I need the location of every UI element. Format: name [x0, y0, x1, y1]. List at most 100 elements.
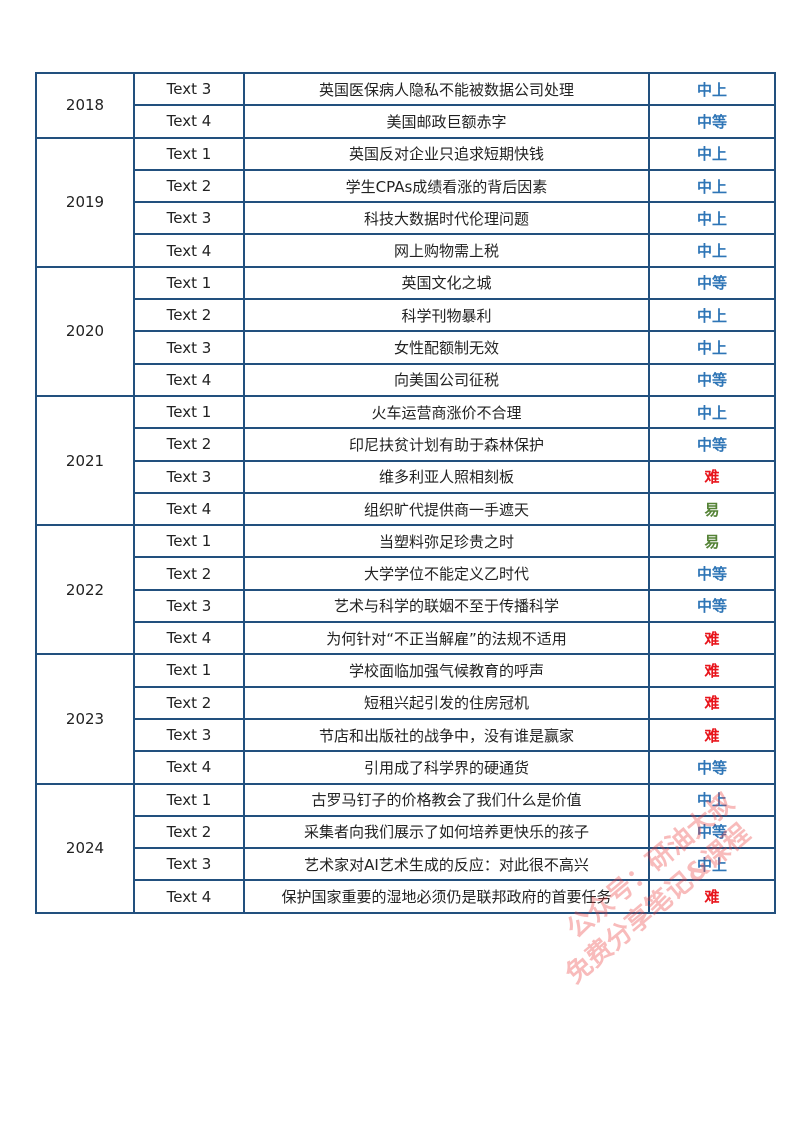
text-cell: Text 1: [133, 394, 245, 430]
title-cell: 科学刊物暴利: [243, 298, 650, 333]
difficulty-cell: 难: [648, 685, 776, 720]
table-row: 2018 Text 3 英国医保病人隐私不能被数据公司处理 中上: [35, 71, 776, 139]
year-cell: 2019: [35, 136, 135, 268]
title-cell: 英国医保病人隐私不能被数据公司处理: [243, 71, 650, 107]
text-cell: Text 3: [133, 201, 245, 236]
title-cell: 网上购物需上税: [243, 233, 650, 268]
text-cell: Text 2: [133, 685, 245, 720]
title-cell: 采集者向我们展示了如何培养更快乐的孩子: [243, 814, 650, 850]
year-cell: 2020: [35, 265, 135, 397]
text-cell: Text 4: [133, 233, 245, 268]
difficulty-cell: 易: [648, 524, 776, 559]
table-row: Text 2 学生CPAs成绩看涨的背后因素 中上: [36, 168, 776, 204]
title-cell: 美国邮政巨额赤字: [243, 104, 650, 139]
table-row: 2022 Text 1 当塑料弥足珍贵之时易: [35, 524, 776, 656]
difficulty-cell: 中上: [648, 201, 776, 236]
text-cell: Text 4: [133, 879, 245, 914]
text-cell: Text 3: [133, 330, 245, 365]
text-cell: Text 3: [133, 459, 245, 494]
difficulty-cell: 中等: [648, 588, 776, 624]
text-cell: Text 4: [133, 491, 245, 527]
text-cell: Text 1: [133, 782, 245, 817]
difficulty-cell: 中上: [648, 298, 776, 333]
table-row: Text 3 维多利亚人照相刻板难: [36, 459, 776, 494]
table-row: Text 3 艺术与科学的联姻不至于传播科学 中等: [36, 588, 776, 624]
difficulty-cell: 易: [648, 491, 776, 527]
text-cell: Text 1: [133, 136, 245, 171]
difficulty-cell: 难: [648, 653, 776, 688]
difficulty-cell: 中上: [648, 330, 776, 365]
text-cell: Text 3: [133, 71, 245, 107]
text-cell: Text 3: [133, 847, 245, 882]
table-row: 2024 Text 1 古罗马钉子的价格教会了我们什么是价值 中上: [35, 782, 776, 914]
title-cell: 大学学位不能定义乙时代: [243, 556, 650, 591]
table-row: 2023 Text 1 学校面临加强气候教育的呼声难: [35, 653, 776, 785]
difficulty-cell: 中等: [648, 750, 776, 785]
title-cell: 向美国公司征税: [243, 362, 650, 397]
table-row: Text 3 节店和出版社的战争中，没有谁是赢家难: [36, 717, 776, 753]
title-cell: 英国文化之城: [243, 265, 650, 301]
title-cell: 保护国家重要的湿地必须仍是联邦政府的首要任务: [243, 879, 650, 914]
difficulty-cell: 难: [648, 879, 776, 914]
title-cell: 艺术家对AI艺术生成的反应：对此很不高兴: [243, 847, 650, 882]
table-row: 2020 Text 1 英国文化之城 中等: [35, 265, 776, 397]
title-cell: 女性配额制无效: [243, 330, 650, 365]
table-row: Text 2 印尼扶贫计划有助于森林保护 中等: [36, 427, 776, 462]
text-cell: Text 3: [133, 588, 245, 624]
title-cell: 组织旷代提供商一手遮天: [243, 491, 650, 527]
year-cell: 2023: [35, 653, 135, 785]
text-cell: Text 4: [133, 104, 245, 139]
text-cell: Text 2: [133, 814, 245, 850]
difficulty-cell: 中上: [648, 168, 776, 204]
table-row: Text 3 女性配额制无效 中上: [36, 330, 776, 365]
title-cell: 学生CPAs成绩看涨的背后因素: [243, 168, 650, 204]
difficulty-cell: 中上: [648, 782, 776, 817]
table-row: Text 4 向美国公司征税 中等: [36, 362, 776, 397]
difficulty-cell: 中上: [648, 233, 776, 268]
title-cell: 学校面临加强气候教育的呼声: [243, 653, 650, 688]
title-cell: 维多利亚人照相刻板: [243, 459, 650, 494]
difficulty-cell: 难: [648, 717, 776, 753]
title-cell: 艺术与科学的联姻不至于传播科学: [243, 588, 650, 624]
table-row: Text 4 美国邮政巨额赤字 中等: [36, 104, 776, 139]
text-cell: Text 2: [133, 427, 245, 462]
difficulty-cell: 中上: [648, 847, 776, 882]
text-cell: Text 2: [133, 168, 245, 204]
title-cell: 火车运营商涨价不合理: [243, 394, 650, 430]
difficulty-cell: 难: [648, 621, 776, 656]
table-row: Text 4 为何针对“不正当解雇”的法规不适用难: [36, 621, 776, 656]
difficulty-cell: 中上: [648, 394, 776, 430]
difficulty-cell: 中等: [648, 104, 776, 139]
title-cell: 古罗马钉子的价格教会了我们什么是价值: [243, 782, 650, 817]
text-cell: Text 1: [133, 265, 245, 301]
table-row: Text 4 引用成了科学界的硬通货 中等: [36, 750, 776, 785]
text-cell: Text 3: [133, 717, 245, 753]
title-cell: 印尼扶贫计划有助于森林保护: [243, 427, 650, 462]
difficulty-cell: 中等: [648, 362, 776, 397]
table-row: Text 4 组织旷代提供商一手遮天易: [36, 491, 776, 527]
table-row: Text 2 科学刊物暴利 中上: [36, 298, 776, 333]
text-cell: Text 4: [133, 362, 245, 397]
table-row: Text 2 采集者向我们展示了如何培养更快乐的孩子 中等: [36, 814, 776, 850]
year-cell: 2022: [35, 524, 135, 656]
exam-text-table: 2018 Text 3 英国医保病人隐私不能被数据公司处理 中上 Text 4 美国邮政巨…: [35, 71, 776, 914]
table-row: 2019 Text 1 英国反对企业只追求短期快钱 中上: [35, 136, 776, 268]
difficulty-cell: 难: [648, 459, 776, 494]
table-row: Text 4 网上购物需上税 中上: [36, 233, 776, 268]
difficulty-cell: 中等: [648, 265, 776, 301]
year-cell: 2021: [35, 394, 135, 527]
difficulty-cell: 中上: [648, 136, 776, 171]
text-cell: Text 1: [133, 524, 245, 559]
year-cell: 2024: [35, 782, 135, 914]
title-cell: 科技大数据时代伦理问题: [243, 201, 650, 236]
table-row: Text 4 保护国家重要的湿地必须仍是联邦政府的首要任务难: [36, 879, 776, 914]
title-cell: 短租兴起引发的住房冠机: [243, 685, 650, 720]
title-cell: 引用成了科学界的硬通货: [243, 750, 650, 785]
text-cell: Text 1: [133, 653, 245, 688]
title-cell: 英国反对企业只追求短期快钱: [243, 136, 650, 171]
title-cell: 为何针对“不正当解雇”的法规不适用: [243, 621, 650, 656]
table-row: Text 3 艺术家对AI艺术生成的反应：对此很不高兴 中上: [36, 847, 776, 882]
difficulty-cell: 中等: [648, 814, 776, 850]
year-cell: 2018: [35, 72, 135, 139]
title-cell: 节店和出版社的战争中，没有谁是赢家: [243, 717, 650, 753]
